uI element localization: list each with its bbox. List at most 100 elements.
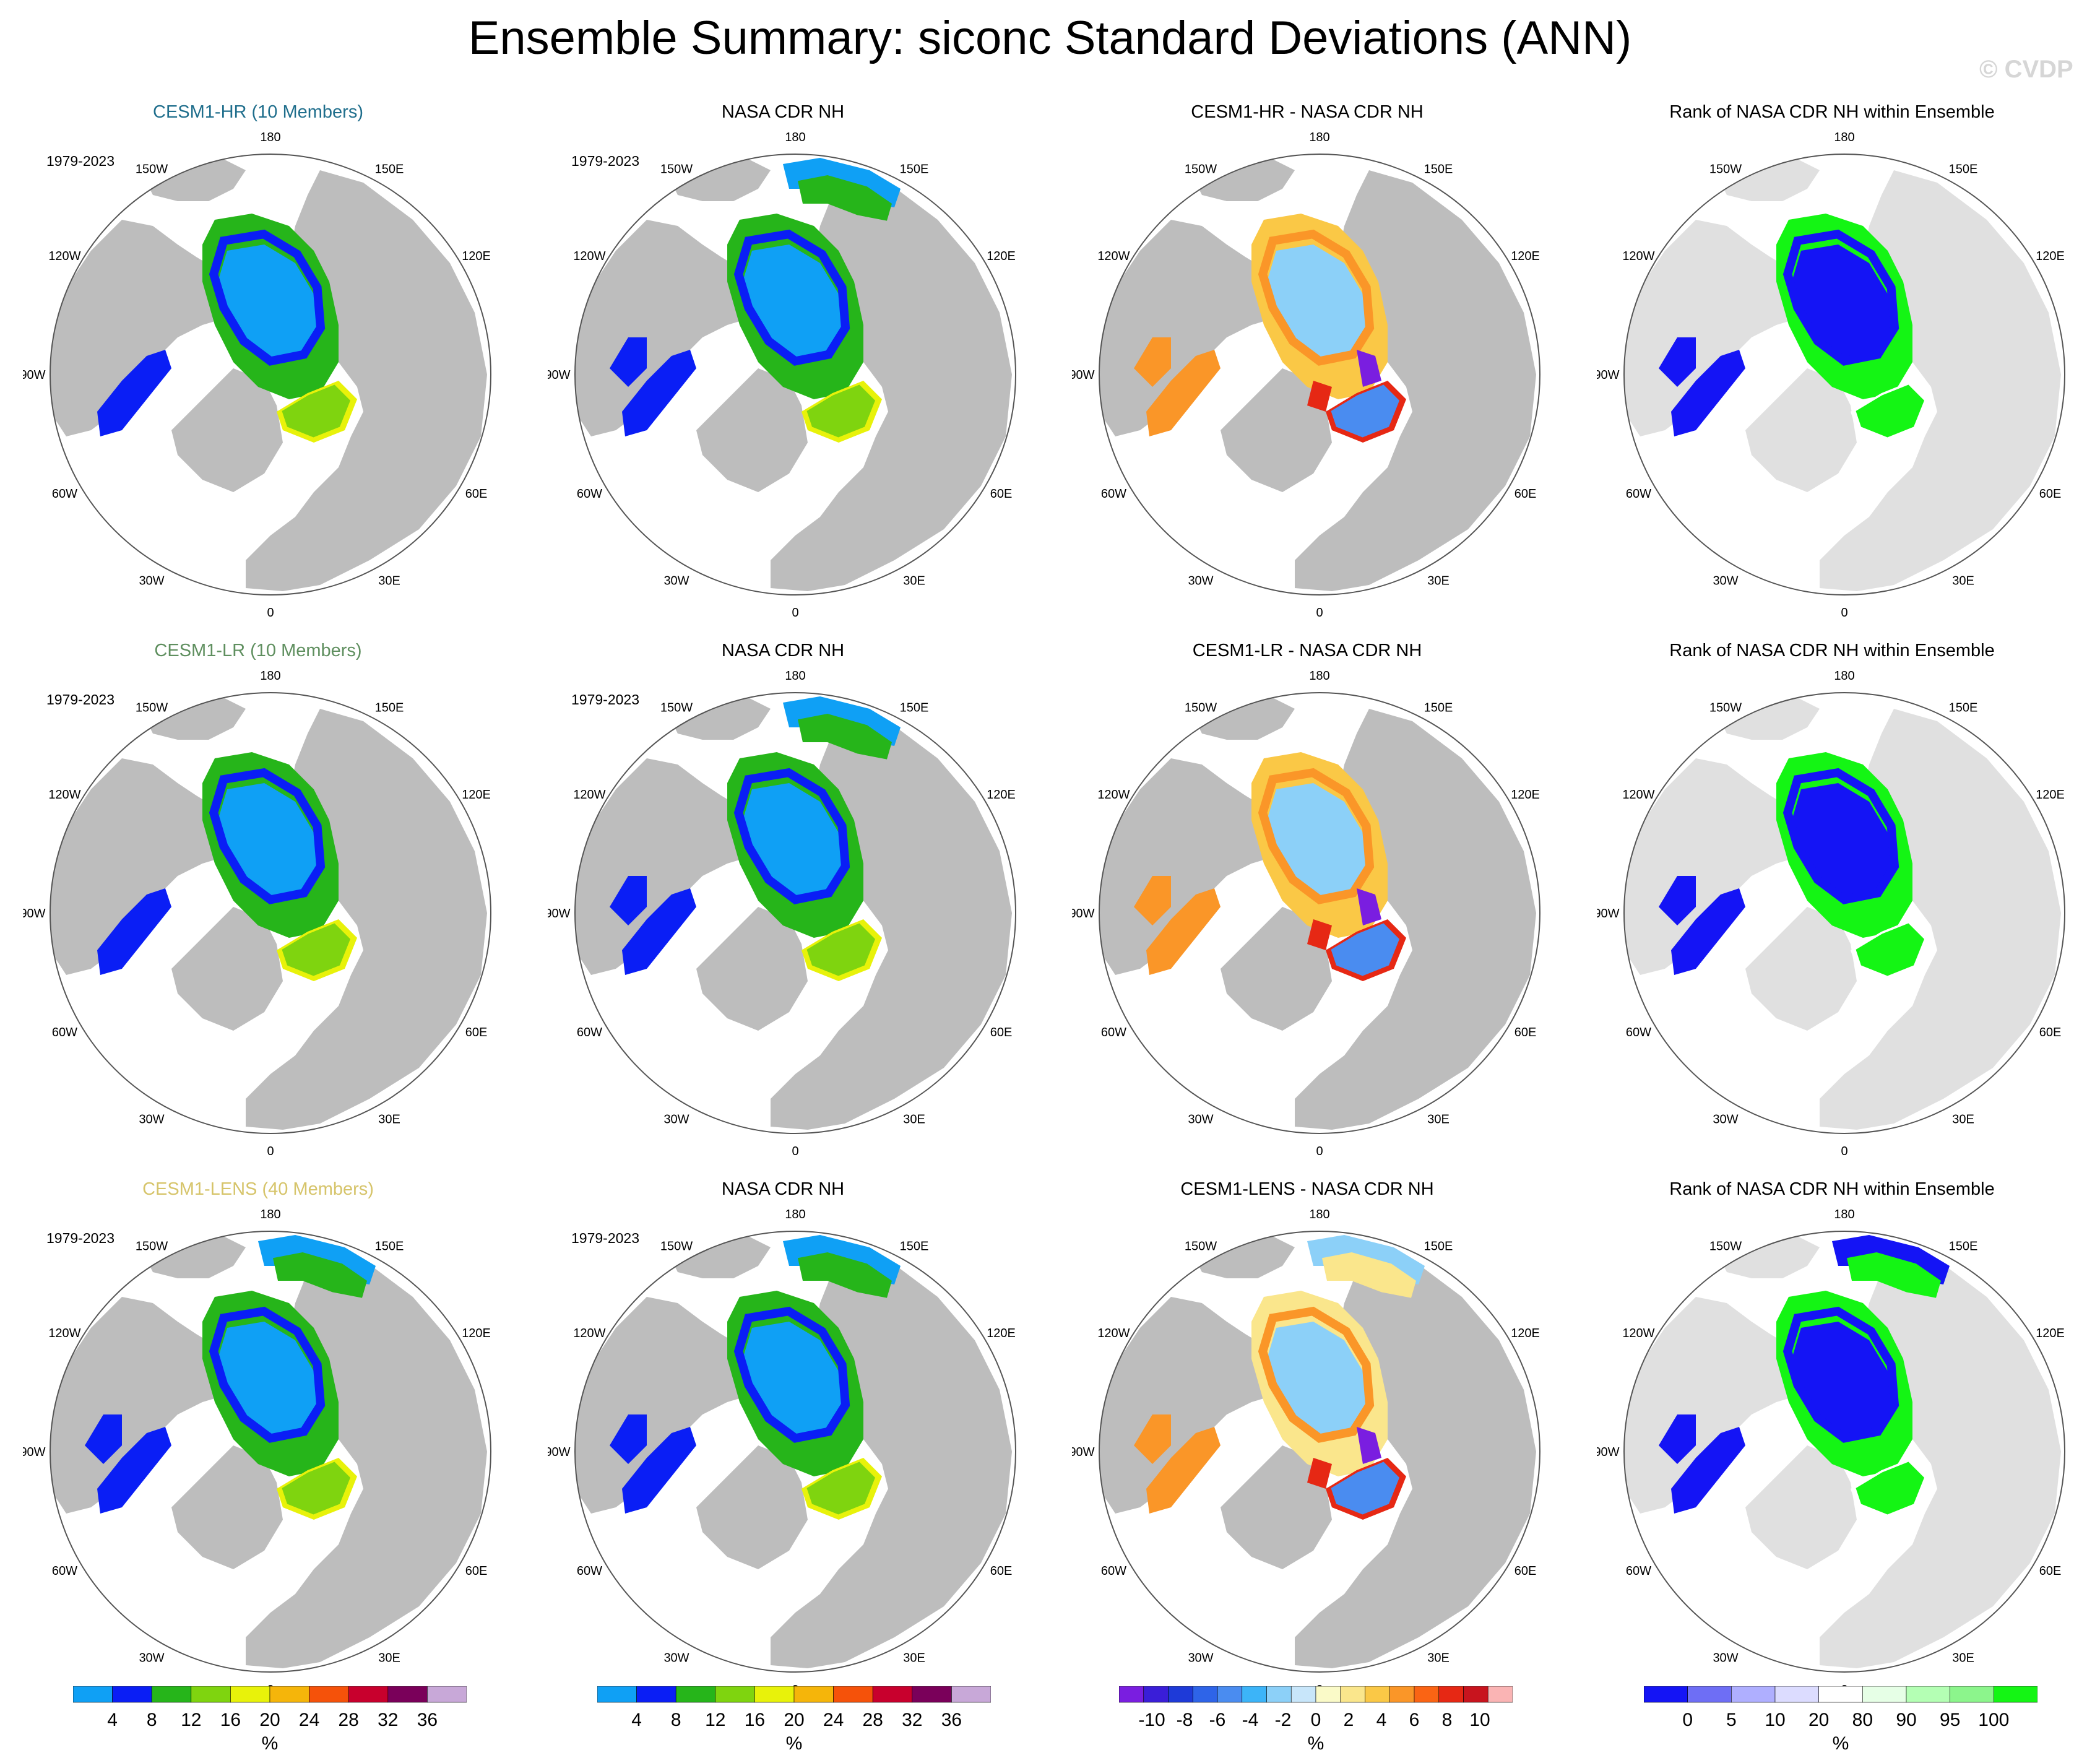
longitude-label: 30E bbox=[1952, 574, 1974, 588]
longitude-label: 150E bbox=[900, 162, 929, 176]
colorbar-swatch bbox=[1315, 1686, 1341, 1703]
okhotsk-ice-inner bbox=[798, 714, 892, 760]
longitude-label: 60E bbox=[990, 1026, 1013, 1039]
page-title: Ensemble Summary: siconc Standard Deviat… bbox=[468, 12, 1632, 64]
colorbar-swatch bbox=[1414, 1686, 1440, 1703]
year-range: 1979-2023 bbox=[571, 153, 639, 169]
longitude-label: 30W bbox=[1713, 1652, 1738, 1665]
longitude-label: 120W bbox=[1097, 1327, 1130, 1340]
diff-negative-patch bbox=[1357, 888, 1381, 925]
colorbar-tick-label: 4 bbox=[107, 1710, 118, 1730]
diff-positive-patch bbox=[1307, 381, 1332, 412]
land-mass bbox=[672, 1235, 771, 1278]
colorbar-tick-label: 36 bbox=[417, 1710, 438, 1730]
polar-map: 180150E120E90E60E30E030W60W90W120W150W bbox=[23, 131, 491, 620]
longitude-label: 0 bbox=[1841, 606, 1847, 620]
colorbar-unit: % bbox=[786, 1733, 803, 1754]
colorbar-swatch bbox=[912, 1686, 952, 1703]
polar-map: 180150E120E90E60E30E030W60W90W120W150W bbox=[1072, 669, 1540, 1158]
longitude-label: 180 bbox=[785, 669, 805, 683]
longitude-label: 180 bbox=[1309, 669, 1329, 683]
colorbar-swatch bbox=[387, 1686, 428, 1703]
map-boundary bbox=[574, 154, 1016, 596]
longitude-label: 60W bbox=[1101, 1026, 1126, 1039]
longitude-label: 0 bbox=[267, 1145, 274, 1158]
longitude-label: 60W bbox=[577, 1026, 602, 1039]
map-panel: 180150E120E90E60E30E030W60W90W120W150WCE… bbox=[23, 641, 493, 1173]
colorbar-tick-label: 28 bbox=[339, 1710, 359, 1730]
sea-ice-ring bbox=[1782, 768, 1899, 904]
land-mass bbox=[1221, 368, 1332, 492]
longitude-label: 150W bbox=[1185, 1239, 1217, 1253]
colorbar-tick-label: 4 bbox=[1376, 1710, 1387, 1730]
longitude-label: 90W bbox=[1597, 368, 1620, 382]
longitude-label: 150E bbox=[1424, 701, 1453, 714]
colorbar-tick-label: 20 bbox=[1808, 1710, 1829, 1730]
longitude-label: 120W bbox=[48, 788, 80, 802]
longitude-label: 30W bbox=[139, 1113, 164, 1127]
polar-map: 180150E120E90E60E30E030W60W90W120W150W bbox=[1072, 131, 1540, 620]
colorbar-tick-label: 80 bbox=[1852, 1710, 1873, 1730]
colorbar-tick-label: 0 bbox=[1682, 1710, 1693, 1730]
colorbar-tick-label: 6 bbox=[1409, 1710, 1420, 1730]
colorbar-tick-label: 24 bbox=[823, 1710, 844, 1730]
longitude-label: 180 bbox=[1309, 131, 1329, 144]
barents-ice-inner bbox=[282, 1462, 350, 1515]
land-mass bbox=[696, 907, 808, 1031]
longitude-label: 150W bbox=[660, 1239, 693, 1253]
colorbar-swatch bbox=[230, 1686, 270, 1703]
longitude-label: 180 bbox=[260, 669, 280, 683]
barents-ice-inner bbox=[806, 923, 875, 976]
longitude-label: 60W bbox=[52, 1564, 77, 1578]
barents-ice-inner bbox=[282, 384, 350, 438]
land-mass bbox=[1745, 368, 1857, 492]
longitude-label: 120W bbox=[1622, 788, 1654, 802]
panel-title: CESM1-LR (10 Members) bbox=[154, 641, 362, 661]
longitude-label: 30E bbox=[1952, 1652, 1974, 1665]
longitude-label: 30E bbox=[1427, 1652, 1450, 1665]
polar-map: 180150E120E90E60E30E030W60W90W120W150W bbox=[1597, 669, 2065, 1158]
longitude-label: 180 bbox=[1834, 1208, 1854, 1221]
baffin-ice bbox=[1146, 350, 1221, 436]
diff-positive-patch bbox=[1307, 1458, 1332, 1489]
sea-ice-ring bbox=[733, 1306, 850, 1443]
barents-ice-inner bbox=[1331, 923, 1399, 976]
longitude-label: 60E bbox=[2039, 487, 2062, 501]
longitude-label: 150E bbox=[1949, 1239, 1978, 1253]
okhotsk-ice-inner bbox=[798, 1252, 892, 1298]
colorbar-swatch bbox=[1119, 1686, 1144, 1703]
longitude-label: 150W bbox=[1709, 701, 1742, 714]
longitude-label: 60W bbox=[52, 1026, 77, 1039]
year-range: 1979-2023 bbox=[46, 691, 115, 708]
colorbar-swatch bbox=[1950, 1686, 1994, 1703]
longitude-label: 180 bbox=[1309, 1208, 1329, 1221]
colorbar-swatch bbox=[1340, 1686, 1365, 1703]
colorbar-tick-label: 12 bbox=[181, 1710, 201, 1730]
colorbar-tick-label: 90 bbox=[1896, 1710, 1916, 1730]
land-mass bbox=[171, 368, 283, 492]
map-panel: 180150E120E90E60E30E030W60W90W120W150WRa… bbox=[1597, 1179, 2067, 1712]
land-mass bbox=[171, 1445, 283, 1569]
land-mass bbox=[1745, 907, 1857, 1031]
longitude-label: 30E bbox=[378, 574, 400, 588]
longitude-label: 150E bbox=[900, 1239, 929, 1253]
barents-ice-inner bbox=[1856, 923, 1924, 976]
longitude-label: 90W bbox=[1072, 1445, 1095, 1459]
hudson-ice bbox=[1659, 337, 1696, 387]
map-panel: 180150E120E90E60E30E030W60W90W120W150WCE… bbox=[1072, 641, 1542, 1173]
longitude-label: 60W bbox=[1101, 1564, 1126, 1578]
baffin-ice bbox=[622, 888, 696, 975]
barents-ice-inner bbox=[282, 923, 350, 976]
colorbar-swatch bbox=[636, 1686, 676, 1703]
land-mass bbox=[672, 158, 771, 201]
map-panel: 180150E120E90E60E30E030W60W90W120W150WCE… bbox=[1072, 102, 1542, 635]
colorbar-swatch bbox=[951, 1686, 991, 1703]
longitude-label: 120E bbox=[987, 1327, 1016, 1340]
longitude-label: 0 bbox=[792, 606, 798, 620]
longitude-label: 150W bbox=[660, 162, 693, 176]
longitude-label: 120E bbox=[2036, 788, 2065, 802]
longitude-label: 150E bbox=[375, 162, 404, 176]
longitude-label: 60W bbox=[1626, 1026, 1651, 1039]
sea-ice-ring bbox=[733, 229, 850, 366]
okhotsk-ice-inner bbox=[798, 175, 892, 221]
